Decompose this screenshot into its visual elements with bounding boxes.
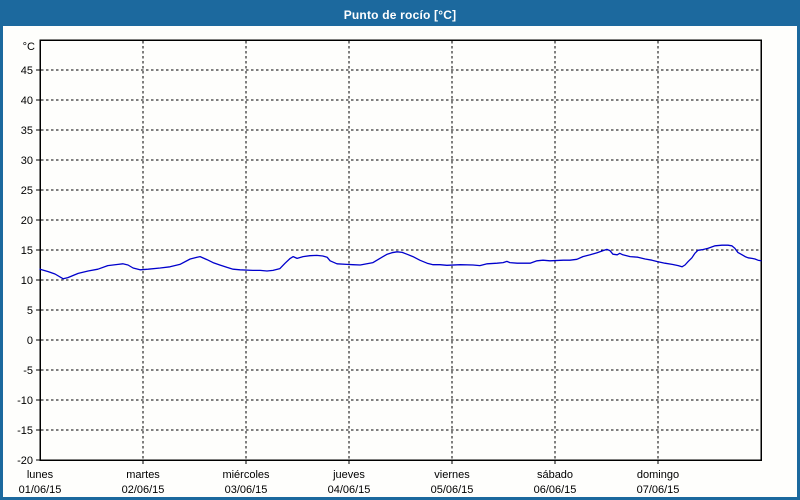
day-name-label: sábado bbox=[537, 469, 573, 481]
chart-title: Punto de rocío [°C] bbox=[343, 7, 457, 22]
y-tick-label: 40 bbox=[21, 95, 33, 107]
y-tick-label: 25 bbox=[21, 185, 33, 197]
day-name-label: lunes bbox=[27, 469, 54, 481]
y-tick-label: 15 bbox=[21, 245, 33, 257]
y-tick-label: -20 bbox=[17, 455, 33, 467]
y-tick-label: 10 bbox=[21, 275, 33, 287]
dew-point-line-chart: 45 40 35 30 25 20 15 10 5 0 -5 -10 -15 -20 °C lunes 01/0… bbox=[17, 39, 762, 496]
day-date-label: 05/06/15 bbox=[431, 484, 474, 496]
y-tick-label: 0 bbox=[27, 335, 33, 347]
day-date-label: 07/06/15 bbox=[637, 484, 680, 496]
plot-border bbox=[39, 39, 762, 461]
chart-header: Punto de rocío [°C] bbox=[3, 3, 797, 26]
y-tick-label: 30 bbox=[21, 155, 33, 167]
day-name-label: domingo bbox=[637, 469, 679, 481]
y-tick-label: 5 bbox=[27, 305, 33, 317]
y-tick-label: 35 bbox=[21, 125, 33, 137]
day-date-label: 03/06/15 bbox=[225, 484, 268, 496]
y-tick-label: 20 bbox=[21, 215, 33, 227]
day-name-label: miércoles bbox=[222, 469, 270, 481]
dew-point-series-line bbox=[39, 244, 762, 280]
y-tick-label: 45 bbox=[21, 65, 33, 77]
day-name-label: martes bbox=[126, 469, 160, 481]
day-date-label: 06/06/15 bbox=[534, 484, 577, 496]
day-date-label: 04/06/15 bbox=[328, 484, 371, 496]
y-axis-unit-label: °C bbox=[23, 41, 35, 53]
y-tick-label: -10 bbox=[17, 395, 33, 407]
day-name-label: viernes bbox=[434, 469, 470, 481]
day-name-label: jueves bbox=[332, 469, 365, 481]
day-date-label: 01/06/15 bbox=[19, 484, 62, 496]
day-date-label: 02/06/15 bbox=[122, 484, 165, 496]
y-tick-label: -15 bbox=[17, 425, 33, 437]
y-tick-label: -5 bbox=[23, 365, 33, 377]
